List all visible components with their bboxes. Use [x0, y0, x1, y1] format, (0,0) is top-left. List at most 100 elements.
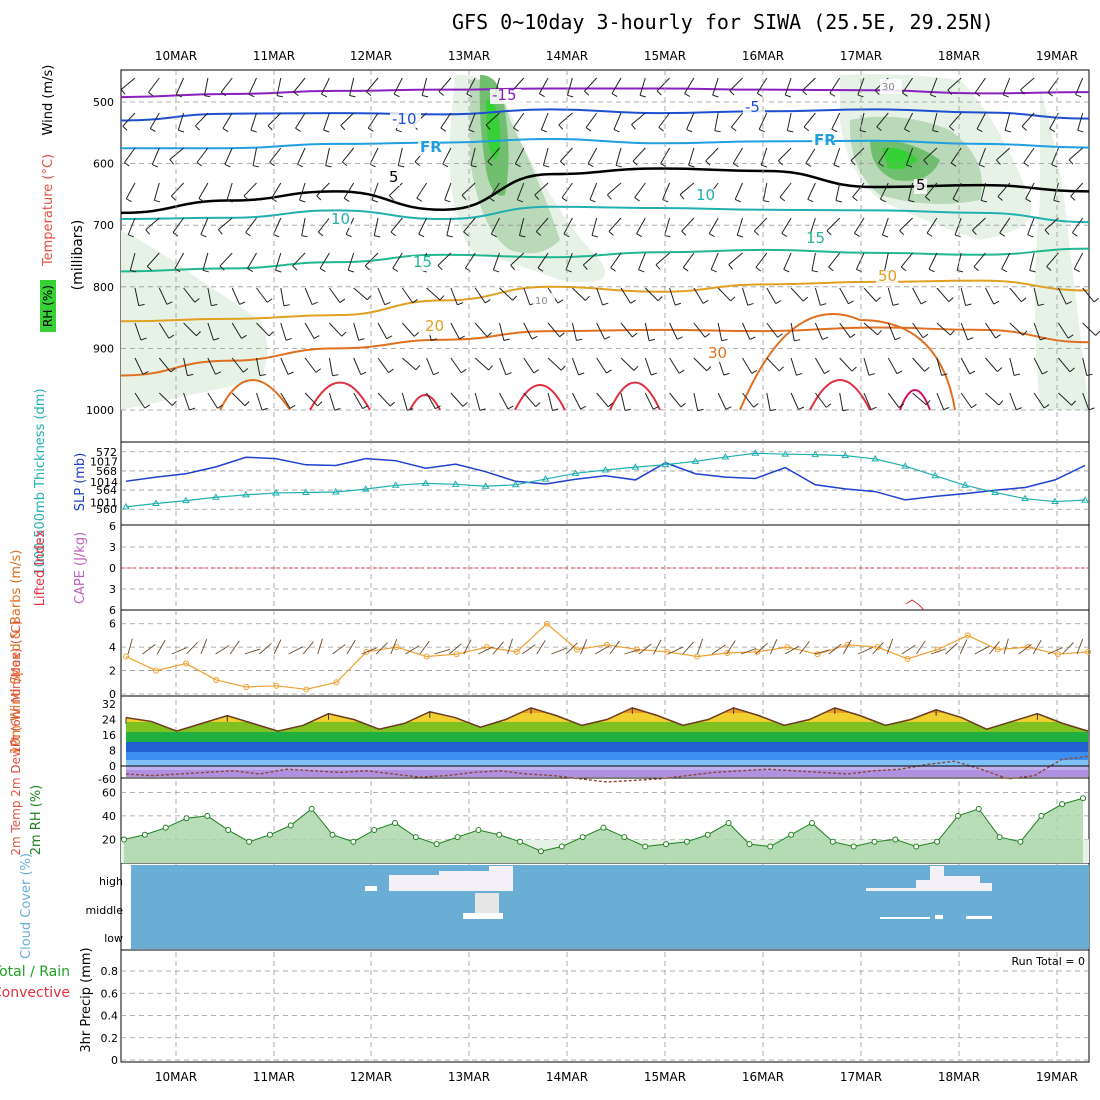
- contour-label-bg: [387, 171, 400, 186]
- wind-barb-flag: [708, 233, 715, 238]
- wind-speed-marker: [453, 651, 460, 658]
- wind-barb: [256, 287, 268, 303]
- temp-band: [121, 697, 1089, 705]
- wind-barb-flag: [1070, 196, 1076, 201]
- rh-marker: [996, 834, 1003, 841]
- wind-barb: [158, 322, 170, 339]
- wind-barb-flag: [831, 128, 838, 133]
- cloud-block-high: [956, 876, 980, 891]
- wind-barb-10m: [405, 645, 420, 655]
- thickness-marker: [871, 454, 880, 462]
- wind-barb: [693, 392, 699, 411]
- wind-barb-flag: [835, 200, 842, 203]
- wind-speed-marker: [573, 646, 580, 653]
- wind-barb-flag: [660, 163, 667, 168]
- wind-barb: [596, 322, 606, 340]
- wind-barb: [960, 322, 969, 340]
- thickness-marker: [331, 488, 340, 495]
- rh-marker: [412, 834, 419, 841]
- wind-barb-flag: [438, 91, 444, 96]
- wind-barb: [852, 182, 865, 198]
- wind-barb-flag: [798, 406, 805, 410]
- thickness-marker: [571, 469, 580, 476]
- wind-barb: [120, 77, 136, 90]
- wind-barb: [145, 217, 160, 231]
- wind-barb: [903, 112, 914, 130]
- wind-barb-flag: [435, 405, 441, 410]
- wind-barb: [790, 322, 795, 341]
- wind-barb: [1058, 392, 1072, 406]
- rh-marker: [371, 827, 378, 834]
- wind-barb: [222, 112, 233, 129]
- wind-barb: [760, 147, 768, 166]
- contour-label: -10: [392, 110, 417, 128]
- wind-barb-flag: [899, 230, 905, 236]
- wind-barb-flag: [639, 94, 646, 98]
- wind-barb-flag: [470, 164, 477, 168]
- wind-barb-flag: [537, 267, 544, 272]
- wind-barb-flag: [493, 269, 500, 273]
- thickness-marker: [901, 462, 910, 469]
- wind-barb-flag: [248, 93, 255, 98]
- wind-barb-flag: [311, 301, 318, 306]
- wind-barb-flag: [433, 371, 440, 376]
- wind-barb: [563, 217, 573, 235]
- pressure-tick-label: 900: [93, 342, 114, 355]
- panel-frames: [120, 69, 1090, 1063]
- wind-barb-flag: [777, 333, 783, 338]
- wind-barb-flag: [534, 194, 540, 200]
- wind-barb-flag: [567, 94, 574, 98]
- wind-barb-flag: [1022, 330, 1028, 336]
- wind-barb-10m: [1003, 638, 1009, 655]
- wind-barb: [183, 392, 190, 411]
- wind-barb-flag: [655, 264, 661, 270]
- wind-barb: [611, 77, 622, 94]
- wind-barb: [1057, 287, 1067, 305]
- wind-barb-flag: [479, 408, 486, 411]
- wind-barb-10m: [638, 643, 652, 655]
- wind-barb: [183, 322, 197, 337]
- wind-barb-flag: [261, 407, 268, 411]
- cloud-level-label: high: [99, 875, 123, 888]
- wind-barb: [523, 322, 533, 340]
- thickness-marker: [841, 451, 850, 459]
- wind-barb: [620, 287, 631, 304]
- wind-barb-flag: [1072, 232, 1078, 237]
- wind-barb: [863, 287, 877, 302]
- wind-barb-flag: [1005, 129, 1012, 133]
- wind-barb: [1004, 112, 1011, 131]
- wind-barb-flag: [535, 402, 541, 407]
- wind-barb-flag: [276, 95, 284, 98]
- wind-barb-10m: [419, 640, 430, 655]
- wind-barb-flag: [360, 371, 367, 376]
- wind-barb-flag: [170, 195, 177, 201]
- wind-barb: [207, 322, 214, 341]
- wind-barb: [127, 217, 136, 235]
- wind-barb-flag: [512, 295, 518, 301]
- wind-barb-flag: [925, 399, 931, 406]
- wind-barb-flag: [466, 93, 473, 98]
- wind-highlight: [905, 599, 925, 611]
- wind-barb: [924, 182, 938, 198]
- cloud-blocks: [365, 866, 992, 919]
- wind-barb: [608, 217, 622, 232]
- wind-barb-flag: [1042, 370, 1048, 375]
- wind-barb: [912, 322, 924, 339]
- wind-barb-flag: [242, 368, 249, 373]
- wind-barb-flag: [954, 234, 961, 238]
- wind-barb-flag: [978, 164, 985, 168]
- wind-barb: [596, 357, 607, 374]
- wind-barb-flag: [138, 303, 145, 307]
- wind-barb: [1009, 287, 1022, 303]
- wind-barb: [778, 147, 792, 162]
- wind-barb-flag: [902, 92, 908, 97]
- date-label-top: 10MAR: [155, 49, 197, 63]
- wind-barb-flag: [1014, 373, 1021, 376]
- wind-barb: [276, 77, 282, 96]
- rh-marker: [204, 812, 211, 819]
- wind-barb-10m: [448, 643, 462, 655]
- cloud-block-high: [365, 886, 377, 891]
- wind-barb-10m: [127, 638, 133, 655]
- wind-barb: [146, 252, 160, 267]
- wind-speed-marker: [153, 667, 160, 674]
